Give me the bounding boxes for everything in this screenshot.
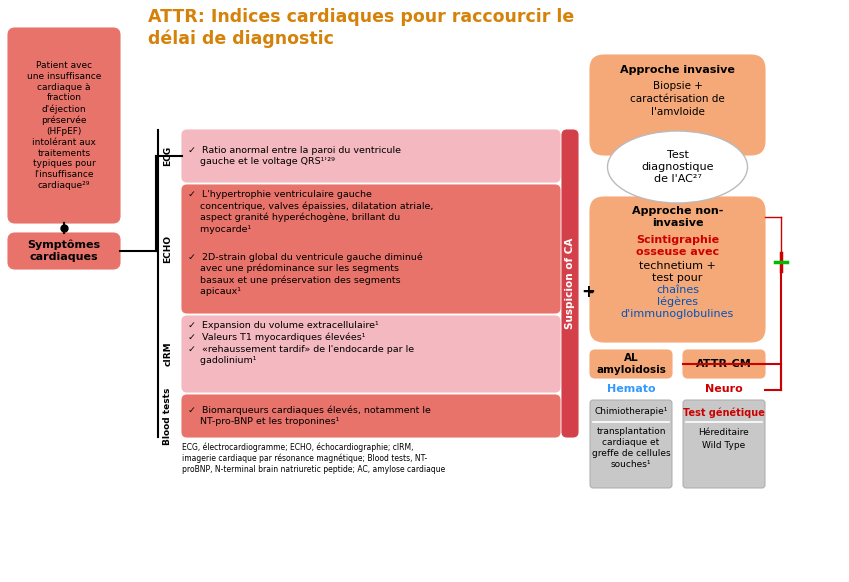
Text: ECG: ECG	[164, 146, 172, 166]
Text: délai de diagnostic: délai de diagnostic	[148, 30, 334, 48]
Text: Test
diagnostique
de l'AC²⁷: Test diagnostique de l'AC²⁷	[641, 150, 714, 184]
Text: Test génétique: Test génétique	[683, 407, 765, 417]
Text: ✓  Biomarqueurs cardiaques élevés, notamment le
    NT-pro-BNP et les troponines: ✓ Biomarqueurs cardiaques élevés, notamm…	[188, 406, 431, 427]
Text: +: +	[581, 283, 595, 301]
Text: ✓  L'hypertrophie ventriculaire gauche
    concentrique, valves épaissies, dilat: ✓ L'hypertrophie ventriculaire gauche co…	[188, 190, 433, 233]
Ellipse shape	[608, 131, 747, 203]
FancyBboxPatch shape	[182, 395, 560, 437]
Text: ✓  2D-strain global du ventricule gauche diminué
    avec une prédominance sur l: ✓ 2D-strain global du ventricule gauche …	[188, 252, 423, 296]
Text: Scintigraphie
osseuse avec: Scintigraphie osseuse avec	[636, 235, 719, 257]
FancyBboxPatch shape	[590, 400, 672, 488]
Text: transplantation
cardiaque et
greffe de cellules
souches¹: transplantation cardiaque et greffe de c…	[592, 427, 671, 469]
FancyBboxPatch shape	[182, 130, 560, 182]
Text: Blood tests: Blood tests	[164, 387, 172, 445]
FancyBboxPatch shape	[590, 350, 672, 378]
Text: Approche non-
invasive: Approche non- invasive	[632, 206, 723, 228]
FancyBboxPatch shape	[182, 316, 560, 392]
FancyBboxPatch shape	[590, 197, 765, 342]
FancyBboxPatch shape	[562, 130, 578, 437]
FancyBboxPatch shape	[683, 400, 765, 488]
Text: chaînes
légères
d'immunoglobulines: chaînes légères d'immunoglobulines	[621, 285, 734, 319]
Text: AL
amyloidosis: AL amyloidosis	[596, 353, 666, 375]
FancyBboxPatch shape	[590, 55, 765, 155]
Text: Biopsie +
caractérisation de
l'amvloide: Biopsie + caractérisation de l'amvloide	[630, 81, 725, 116]
Text: Hemato: Hemato	[607, 384, 655, 394]
FancyBboxPatch shape	[8, 28, 120, 223]
Text: Approche invasive: Approche invasive	[620, 65, 735, 75]
Text: ATTR-CM: ATTR-CM	[696, 359, 752, 369]
Text: Chimiotherapie¹: Chimiotherapie¹	[594, 407, 667, 416]
Text: ECG, électrocardiogramme; ECHO, échocardiographie; cIRM,
imagerie cardiaque par : ECG, électrocardiogramme; ECHO, échocard…	[182, 442, 445, 474]
FancyBboxPatch shape	[8, 233, 120, 269]
FancyBboxPatch shape	[182, 185, 560, 313]
Text: ✓  Ratio anormal entre la paroi du ventricule
    gauche et le voltage QRS¹ʾ²⁹: ✓ Ratio anormal entre la paroi du ventri…	[188, 146, 401, 166]
FancyBboxPatch shape	[683, 350, 765, 378]
Text: Patient avec
une insuffisance
cardiaque à
fraction
d'éjection
préservée
(HFpEF)
: Patient avec une insuffisance cardiaque …	[27, 61, 101, 190]
Text: ✓  Expansion du volume extracellulaire¹
✓  Valeurs T1 myocardiques élevées¹
✓  «: ✓ Expansion du volume extracellulaire¹ ✓…	[188, 321, 414, 365]
Text: ATTR: Indices cardiaques pour raccourcir le: ATTR: Indices cardiaques pour raccourcir…	[148, 8, 574, 26]
Text: Héreditaire
Wild Type: Héreditaire Wild Type	[699, 428, 750, 449]
Text: Neuro: Neuro	[706, 384, 743, 394]
Text: technetium +
test pour: technetium + test pour	[639, 261, 716, 283]
Text: Suspicion of CA: Suspicion of CA	[565, 238, 575, 329]
Text: ECHO: ECHO	[164, 235, 172, 263]
Text: Symptômes
cardiaques: Symptômes cardiaques	[27, 240, 100, 262]
Text: cIRM: cIRM	[164, 342, 172, 366]
